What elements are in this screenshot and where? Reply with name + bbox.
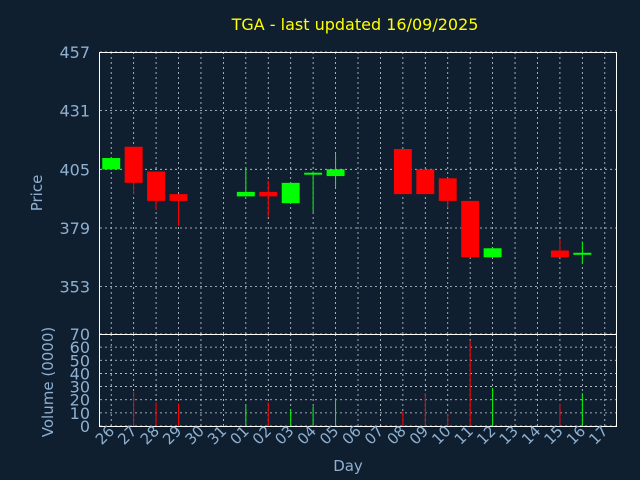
price-tick-label: 353 (59, 278, 90, 297)
candle-body (304, 172, 323, 175)
volume-bars (133, 340, 583, 426)
candle-body (259, 191, 278, 197)
price-tick-label: 457 (59, 43, 90, 62)
volume-tick-label: 50 (70, 351, 90, 370)
price-tick-label: 431 (59, 102, 90, 121)
volume-tick-label: 40 (70, 364, 90, 383)
candle-body (169, 194, 188, 201)
price-grid (100, 51, 616, 334)
candle-body (236, 191, 255, 197)
candle-body (438, 178, 457, 201)
candle-body (124, 146, 143, 183)
volume-tick-label: 60 (70, 338, 90, 357)
candle-body (573, 252, 592, 255)
price-y-ticks: 353 379 405 431 457 (59, 43, 90, 297)
candle-body (550, 250, 569, 258)
candle-body (326, 169, 345, 177)
volume-axis-label: Volume (0000) (39, 327, 57, 437)
candle-body (147, 171, 166, 201)
candles (102, 146, 592, 265)
price-tick-label: 379 (59, 219, 90, 238)
volume-tick-label: 20 (70, 391, 90, 410)
candle-body (281, 182, 300, 204)
volume-tick-label: 0 (80, 417, 90, 436)
candle-body (483, 248, 502, 258)
x-ticks: 2627282930310102030405060708091011121314… (92, 422, 612, 448)
volume-tick-label: 30 (70, 378, 90, 397)
price-panel: 353 379 405 431 457 Price (28, 43, 617, 335)
volume-frame (99, 334, 617, 427)
volume-grid (100, 333, 616, 427)
candle-body (461, 200, 480, 258)
candle-body (416, 169, 435, 195)
price-tick-label: 405 (59, 160, 90, 179)
price-axis-label: Price (28, 175, 46, 212)
candle-body (102, 158, 121, 170)
volume-tick-label: 70 (70, 325, 90, 344)
chart-title: TGA - last updated 16/09/2025 (231, 15, 479, 34)
x-axis-label: Day (333, 457, 363, 475)
volume-tick-label: 10 (70, 404, 90, 423)
candle-body (393, 149, 412, 195)
